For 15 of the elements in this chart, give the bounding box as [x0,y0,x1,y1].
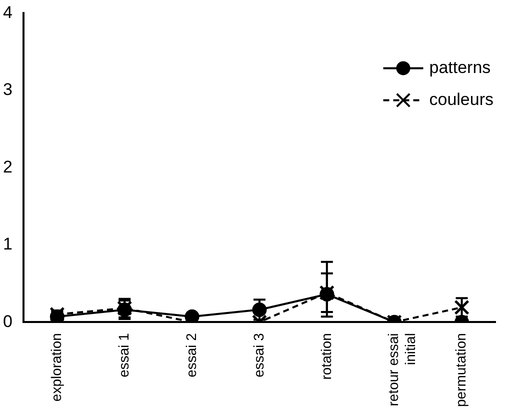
category-label: retour essai [385,333,402,406]
x-tick-label: essai 2 [182,332,199,378]
y-tick-label: 4 [2,2,12,22]
x-tick-label: rotation [318,333,334,380]
y-tick-label: 3 [2,80,12,100]
y-tick-label: 0 [2,312,12,331]
y-tick-label: 2 [2,157,12,176]
x-tick-label: exploration [48,333,64,402]
x-tick-label: permutation [452,333,469,408]
legend-label: patterns [429,58,491,77]
x-tick-label: essai 3 [250,332,266,378]
legend-label: couleurs [429,90,494,109]
category-label: initial [402,333,418,365]
x-tick-label: essai 1 [115,332,132,378]
y-tick-label: 1 [2,234,12,254]
